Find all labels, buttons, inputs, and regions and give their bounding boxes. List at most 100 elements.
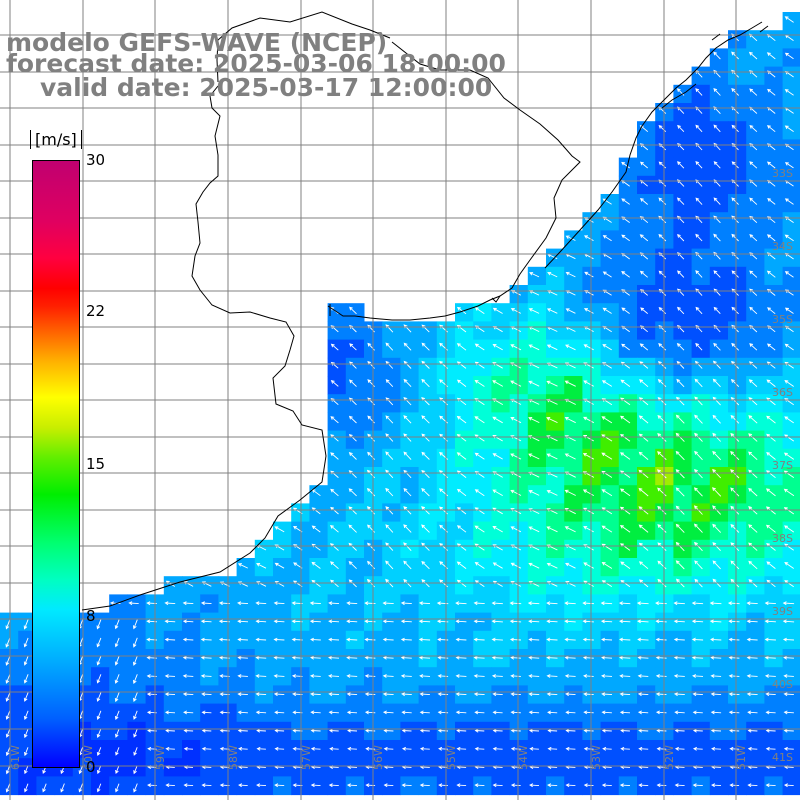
wind-arrow [601,637,613,642]
wind-arrow [330,416,339,424]
wind-arrow [510,783,521,788]
wind-arrow [546,692,558,697]
wind-arrow [546,308,558,314]
wind-arrow [730,560,740,570]
valid-date: valid date: 2025-03-17 12:00:00 [40,73,493,102]
wind-arrow [364,619,376,624]
wind-arrow [23,710,29,720]
wind-arrow [674,710,685,715]
wind-arrow [730,487,740,497]
wind-arrow [437,655,449,660]
wind-arrow [529,746,539,751]
wind-arrow [273,601,285,606]
wind-arrow [601,783,612,788]
wind-arrow [620,488,631,497]
wind-arrow [583,562,594,569]
wind-arrow [474,710,485,715]
wind-arrow [784,234,794,242]
wind-arrow [385,524,394,533]
wind-arrow [183,783,194,788]
wind-arrow [385,379,394,388]
wind-arrow [673,674,685,678]
wind-arrow [731,233,739,242]
wind-arrow [528,619,540,624]
forecast-date: forecast date: 2025-03-06 18:00:00 [6,49,506,78]
wind-arrow [328,692,340,697]
wind-arrow [348,542,357,551]
wind-arrow [784,379,794,387]
wind-arrow [310,783,321,788]
wind-arrow [713,124,721,133]
wind-arrow [693,523,703,533]
wind-arrow [728,619,740,624]
wind-arrow [492,526,503,533]
wind-arrow [658,197,667,205]
wind-arrow [164,601,176,606]
wind-arrow [582,619,594,624]
lon-label: 56W [372,745,385,770]
wind-arrow [583,710,594,715]
wind-arrow [23,674,29,684]
wind-arrow [109,601,121,606]
wind-arrow [711,746,722,751]
wind-arrow [709,601,722,606]
wind-arrow [692,674,704,678]
wind-arrow [274,746,285,751]
wind-arrow [346,783,358,788]
wind-arrow [510,453,522,460]
wind-arrow [746,619,758,624]
wind-arrow [115,765,120,774]
wind-arrow [456,728,467,733]
wind-arrow [749,124,758,133]
wind-arrow [528,490,540,496]
wind-arrow [765,710,776,715]
wind-arrow [709,619,722,624]
wind-arrow [436,619,449,624]
wind-arrow [421,360,430,369]
wind-arrow [510,489,522,496]
wind-arrow [418,619,431,624]
wind-arrow [713,161,721,169]
wind-arrow [201,692,212,697]
wind-arrow [712,378,721,388]
wind-arrow [713,197,721,205]
wind-arrow [692,728,703,733]
wind-arrow [601,416,613,424]
wind-arrow [310,637,321,642]
wind-arrow [582,489,595,496]
wind-arrow [691,655,704,660]
wind-arrow [766,415,776,424]
wind-arrow [510,728,521,733]
wind-arrow [546,562,558,569]
wind-arrow [237,655,248,660]
lat-label-layer: 33S 34S 35S 36S 37S 38S 39S 40S 41S [772,167,793,764]
wind-arrow [583,746,594,751]
wind-arrow [256,728,266,733]
wind-arrow [693,487,703,497]
wind-arrow [24,765,29,775]
wind-arrow [510,344,522,351]
wind-cell [782,485,800,504]
wind-arrow [565,562,576,569]
wind-field [0,12,800,796]
wind-arrow [421,451,430,460]
wind-arrow [367,542,376,551]
wind-arrow [367,560,376,570]
wind-arrow [729,783,740,788]
wind-arrow [712,468,722,479]
wind-arrow [712,396,721,406]
wind-arrow [383,746,394,751]
wind-arrow [201,783,212,788]
wind-arrow [330,379,339,387]
wind-arrow [349,379,357,387]
wind-arrow [456,379,467,387]
wind-arrow [401,783,412,788]
wind-arrow [164,710,176,715]
wind-arrow [60,783,65,793]
wind-arrow [655,710,667,715]
wind-arrow [655,655,667,660]
colorbar-tick-22: 22 [86,302,106,320]
wind-arrow [114,692,120,703]
lat-label: 35S [772,313,793,326]
wind-arrow [602,344,612,351]
